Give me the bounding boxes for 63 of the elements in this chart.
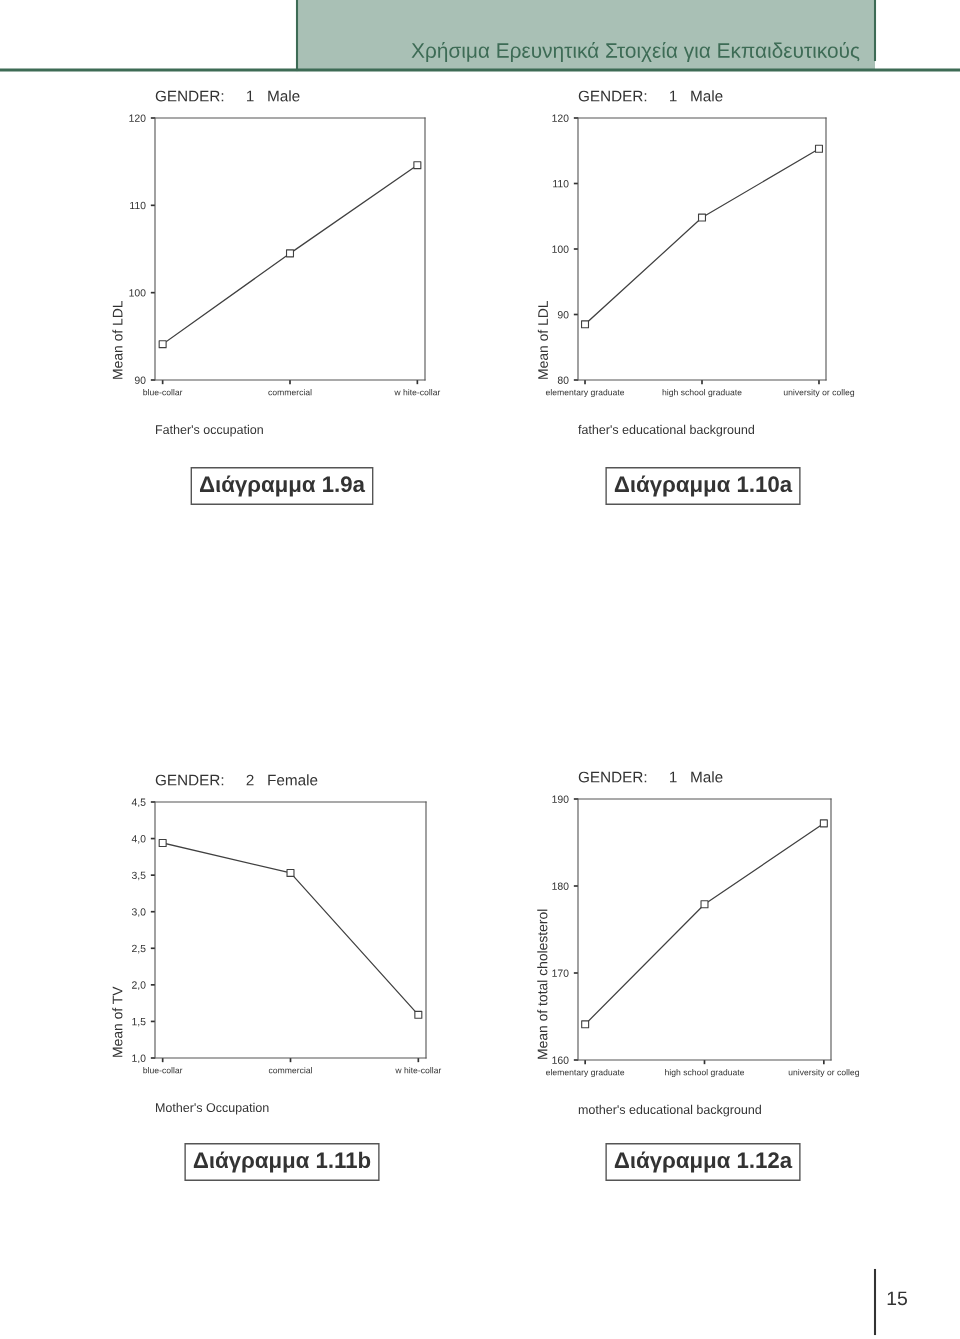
y-tick-label: 90 [557,311,569,319]
x-axis-title: father's educational background [578,424,755,437]
y-tick-label: 80 [557,376,569,384]
chart-title: GENDER: 1 Male [155,90,300,102]
point [819,819,828,828]
y-tick-label: 2,5 [132,944,146,954]
x-tick-label: blue-collar [143,389,183,396]
y-tick-label: 110 [553,180,569,188]
point [697,213,707,222]
x-tick-label: university or colleg [788,1069,859,1078]
y-tick-label: 110 [130,201,146,210]
y-tick-label: 180 [552,882,569,890]
y-tick-label: 120 [552,114,569,122]
y-tick-label: 190 [552,795,569,803]
y-axis-title: Mean of total cholesterol [537,909,548,1059]
y-tick-label: 2,0 [132,981,146,990]
y-tick-label: 100 [129,289,146,297]
point [814,144,824,153]
y-tick-label: 4,0 [131,835,146,844]
x-tick-label: elementary graduate [545,389,625,398]
y-tick-label: 160 [552,1056,569,1064]
y-tick-label: 100 [552,245,569,253]
x-tick-label: commercial [268,389,312,396]
y-axis-title: Mean of LDL [112,300,123,379]
text: Διάγραμμα 1.11b [193,1151,371,1173]
y-tick-label: 1,0 [132,1054,146,1064]
y-tick-label: 170 [552,969,569,977]
y-axis-title: Mean of LDL [537,300,548,379]
y-tick-label: 1,5 [132,1018,146,1027]
text: Χρήσιμα Ερευνητικά Στοιχεία για Εκπαιδευτικούς [411,41,860,63]
chart-title: GENDER: 1 Male [578,771,723,783]
point [414,1010,423,1019]
x-tick-label: elementary graduate [546,1069,625,1078]
chart-title: GENDER: 1 Male [578,90,723,102]
point [580,320,590,329]
text: Διάγραμμα 1.10a [614,475,793,497]
point [158,340,167,349]
y-tick-label: 90 [134,376,146,384]
text: 15 [887,1291,907,1306]
point [581,1020,590,1029]
x-tick-label: high school graduate [662,389,742,398]
x-tick-label: university or colleg [783,389,855,398]
x-tick-label: blue-collar [143,1067,183,1074]
x-tick-label: commercial [268,1067,312,1074]
x-tick-label: high school graduate [665,1069,745,1078]
chart-title: GENDER: 2 Female [155,774,318,786]
point [413,161,422,170]
text: Διάγραμμα 1.12a [614,1151,793,1173]
point [158,838,167,847]
x-axis-title: Mother's Occupation [156,1102,269,1115]
text: Διάγραμμα 1.9a [199,475,366,497]
x-tick-label: w hite-collar [395,1067,442,1074]
y-tick-label: 120 [129,114,146,122]
y-tick-label: 4,5 [131,798,146,808]
x-axis-title: Father's occupation [156,424,263,437]
y-tick-label: 3,0 [131,908,146,917]
point [285,249,295,258]
x-tick-label: w hite-collar [394,389,441,396]
x-axis-title: mother's educational background [578,1104,761,1117]
point [700,900,709,909]
y-axis-title: Mean of TV [112,986,123,1057]
point [286,868,295,877]
y-tick-label: 3,5 [131,871,146,881]
